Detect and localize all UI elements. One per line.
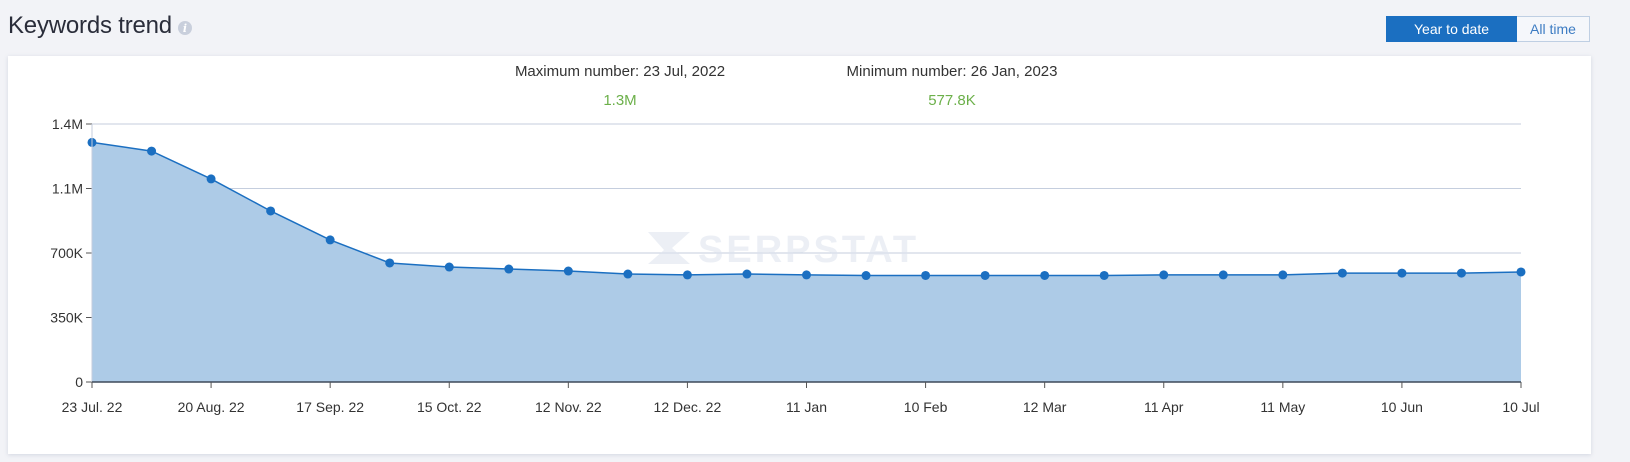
serpstat-watermark: SERPSTAT bbox=[648, 229, 919, 271]
data-point bbox=[1159, 270, 1169, 280]
data-point bbox=[266, 206, 276, 216]
data-point bbox=[682, 270, 692, 280]
data-point bbox=[802, 270, 811, 280]
data-point bbox=[504, 264, 514, 274]
header: Keywords trend i bbox=[8, 12, 192, 40]
x-tick-label: 10 Jul bbox=[1502, 399, 1539, 415]
x-tick-label: 17 Sep. 22 bbox=[296, 399, 364, 415]
x-tick-label: 20 Aug. 22 bbox=[178, 399, 245, 415]
x-tick-label: 12 Dec. 22 bbox=[654, 399, 722, 415]
y-tick-label: 0 bbox=[75, 374, 83, 390]
y-tick-label: 1.4M bbox=[52, 116, 83, 132]
data-point bbox=[444, 262, 454, 272]
max-label: Maximum number: 23 Jul, 2022 bbox=[514, 63, 726, 80]
data-point bbox=[147, 146, 157, 156]
data-point bbox=[563, 266, 573, 276]
data-point bbox=[1040, 270, 1050, 280]
area-fill bbox=[92, 142, 1521, 382]
page-title: Keywords trend bbox=[8, 12, 172, 39]
data-point bbox=[385, 258, 395, 268]
chart-card: Maximum number: 23 Jul, 2022 1.3M Minimu… bbox=[8, 56, 1591, 454]
data-point bbox=[1218, 270, 1228, 280]
max-stat: Maximum number: 23 Jul, 2022 1.3M bbox=[500, 63, 740, 109]
data-point bbox=[1456, 268, 1466, 278]
data-point bbox=[206, 174, 216, 184]
x-tick-label: 12 Mar bbox=[1023, 399, 1067, 415]
data-point bbox=[742, 269, 752, 279]
y-tick-label: 1.1M bbox=[52, 181, 83, 197]
x-tick-label: 11 May bbox=[1260, 399, 1305, 415]
min-label: Minimum number: 26 Jan, 2023 bbox=[846, 63, 1058, 80]
data-point bbox=[623, 269, 633, 279]
period-toggle: Year to date All time bbox=[1386, 16, 1590, 42]
x-tick-label: 23 Jul. 22 bbox=[62, 399, 123, 415]
x-tick-label: 10 Jun bbox=[1381, 399, 1423, 415]
y-tick-label: 700K bbox=[50, 245, 83, 261]
data-point bbox=[921, 270, 931, 280]
data-point bbox=[1099, 270, 1109, 280]
data-point bbox=[1397, 268, 1407, 278]
max-value: 1.3M bbox=[603, 92, 637, 109]
data-point bbox=[861, 271, 871, 281]
data-point bbox=[325, 235, 335, 245]
min-stat: Minimum number: 26 Jan, 2023 577.8K bbox=[832, 63, 1072, 109]
x-tick-label: 10 Feb bbox=[904, 399, 948, 415]
x-tick-label: 15 Oct. 22 bbox=[417, 399, 482, 415]
y-tick-label: 350K bbox=[50, 310, 83, 326]
x-tick-label: 11 Jan bbox=[786, 399, 827, 415]
all-time-button[interactable]: All time bbox=[1517, 16, 1590, 42]
x-tick-label: 12 Nov. 22 bbox=[535, 399, 602, 415]
data-point bbox=[980, 270, 990, 280]
data-point bbox=[1278, 270, 1288, 280]
data-point bbox=[1516, 267, 1526, 277]
x-tick-label: 11 Apr bbox=[1144, 399, 1184, 415]
info-icon[interactable]: i bbox=[177, 21, 192, 35]
year-to-date-button[interactable]: Year to date bbox=[1386, 16, 1517, 42]
min-value: 577.8K bbox=[928, 92, 976, 109]
svg-text:SERPSTAT: SERPSTAT bbox=[698, 229, 919, 271]
data-point bbox=[1337, 268, 1347, 278]
